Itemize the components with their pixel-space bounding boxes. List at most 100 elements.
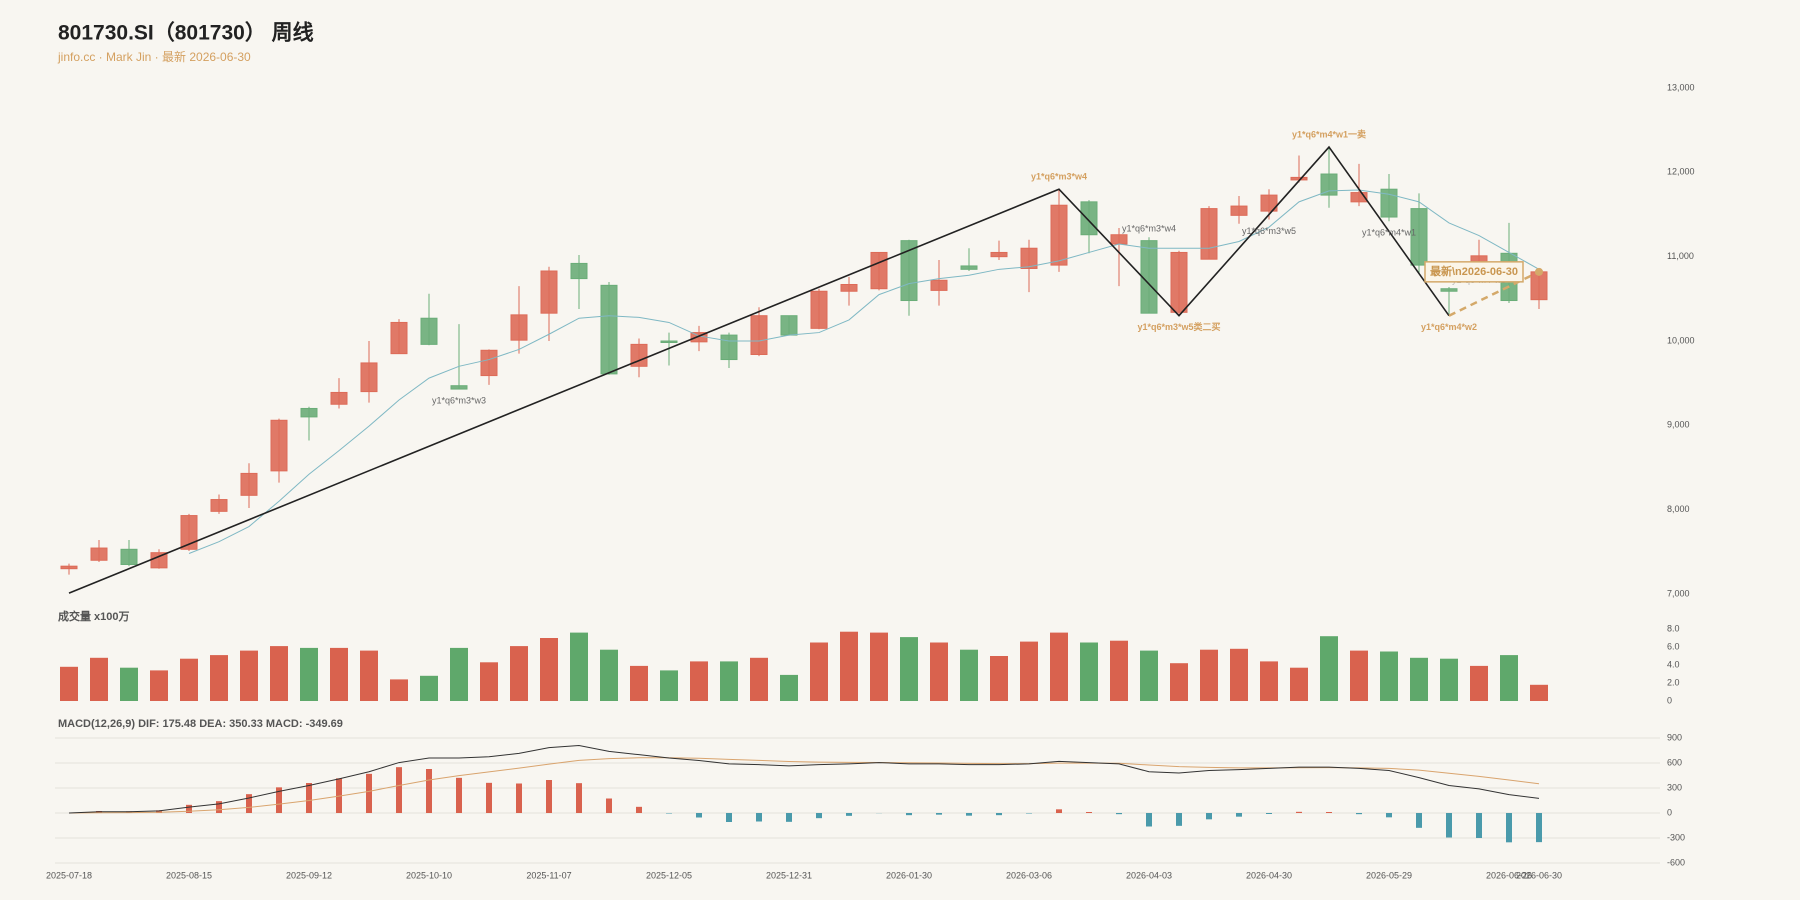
volume-bar bbox=[450, 647, 468, 701]
macd-bar bbox=[1056, 809, 1062, 813]
macd-bar bbox=[1416, 813, 1422, 828]
x-tick-label: 2025-08-15 bbox=[166, 870, 212, 880]
candle-body bbox=[870, 251, 888, 290]
volume-bar bbox=[420, 675, 438, 701]
pivot-label: y1*q6*m3*w4 bbox=[1031, 172, 1087, 182]
candle-body bbox=[330, 391, 348, 405]
macd-bar bbox=[966, 813, 972, 816]
volume-bar bbox=[1170, 663, 1188, 701]
candle-body bbox=[660, 340, 678, 343]
pivot-label: y1*q6*m3*w5类二买 bbox=[1137, 321, 1220, 332]
candle-body bbox=[1230, 205, 1248, 216]
volume-bar bbox=[1410, 657, 1428, 701]
macd-bar bbox=[1176, 813, 1182, 826]
x-tick-label: 2026-06-26 bbox=[1486, 870, 1532, 880]
volume-title: 成交量 x100万 bbox=[58, 609, 130, 623]
zigzag-line bbox=[68, 145, 1450, 594]
macd-bar bbox=[186, 804, 192, 813]
volume-bar bbox=[480, 662, 498, 701]
candle-body bbox=[1530, 271, 1548, 301]
candle-body bbox=[1140, 240, 1158, 314]
y-tick-label: 900 bbox=[1667, 732, 1682, 742]
macd-bar bbox=[1326, 812, 1332, 813]
candle-body bbox=[1020, 247, 1038, 269]
volume-bar bbox=[1080, 642, 1098, 701]
volume-bar bbox=[1380, 651, 1398, 701]
volume-bar bbox=[630, 665, 648, 701]
annotation: y1*q6*m3*w4 bbox=[1122, 224, 1176, 234]
macd-bar bbox=[786, 813, 792, 822]
volume-bar bbox=[210, 655, 228, 701]
volume-bar bbox=[120, 667, 138, 701]
macd-bar bbox=[456, 777, 462, 813]
y-tick-label: 4.0 bbox=[1667, 659, 1680, 669]
y-tick-label: 12,000 bbox=[1667, 167, 1695, 177]
macd-bar bbox=[636, 806, 642, 813]
macd-bar bbox=[516, 783, 522, 813]
candle-body bbox=[90, 547, 108, 561]
volume-bar bbox=[150, 670, 168, 701]
macd-bar bbox=[756, 813, 762, 822]
volume-bar bbox=[1110, 640, 1128, 701]
macd-bar bbox=[486, 782, 492, 813]
y-tick-label: 0 bbox=[1667, 807, 1672, 817]
y-tick-label: -600 bbox=[1667, 857, 1685, 867]
candle-body bbox=[1320, 173, 1338, 196]
y-tick-label: 8.0 bbox=[1667, 623, 1680, 633]
volume-bar bbox=[1500, 655, 1518, 701]
volume-bar bbox=[990, 656, 1008, 701]
volume-bar bbox=[1200, 649, 1218, 701]
candle-body bbox=[450, 385, 468, 390]
volume-bar bbox=[390, 679, 408, 701]
candle-body bbox=[930, 279, 948, 291]
macd-bar bbox=[1506, 813, 1512, 843]
candle-body bbox=[780, 315, 798, 336]
macd-bar bbox=[846, 813, 852, 816]
candle-body bbox=[1260, 194, 1278, 212]
volume-bar bbox=[750, 657, 768, 701]
candle-body bbox=[1170, 251, 1188, 313]
volume-bar bbox=[930, 642, 948, 701]
candle-body bbox=[960, 265, 978, 270]
y-tick-label: 7,000 bbox=[1667, 588, 1690, 598]
volume-bar bbox=[690, 661, 708, 701]
candle-body bbox=[570, 262, 588, 280]
candle-body bbox=[600, 284, 618, 375]
macd-bar bbox=[726, 813, 732, 822]
candle-body bbox=[1410, 208, 1428, 266]
macd-bar bbox=[1446, 813, 1452, 838]
y-tick-label: 600 bbox=[1667, 757, 1682, 767]
macd-bar bbox=[1116, 813, 1122, 815]
macd-bar bbox=[1266, 813, 1272, 814]
volume-bar bbox=[1050, 632, 1068, 701]
chart-title: 801730.SI（801730） 周线 bbox=[58, 21, 314, 45]
candle-body bbox=[270, 419, 288, 472]
x-tick-label: 2025-07-18 bbox=[46, 870, 92, 880]
candle-body bbox=[1080, 201, 1098, 236]
candle-body bbox=[1200, 208, 1218, 260]
annotation: y1*q6*m3*w5 bbox=[1242, 226, 1296, 236]
chart-subtitle: jinfo.cc · Mark Jin · 最新 2026-06-30 bbox=[57, 49, 251, 64]
y-tick-label: 10,000 bbox=[1667, 335, 1695, 345]
macd-bar bbox=[1146, 813, 1152, 827]
candle-body bbox=[990, 251, 1008, 258]
candle-body bbox=[240, 472, 258, 496]
candle-body bbox=[1110, 234, 1128, 245]
macd-bar bbox=[216, 801, 222, 813]
macd-bar bbox=[246, 794, 252, 813]
volume-bar bbox=[720, 661, 738, 701]
y-tick-label: 300 bbox=[1667, 782, 1682, 792]
volume-bar bbox=[510, 646, 528, 701]
volume-bar bbox=[810, 642, 828, 701]
macd-bar bbox=[156, 810, 162, 813]
latest-box bbox=[1424, 261, 1524, 283]
macd-bar bbox=[1296, 811, 1302, 813]
volume-bar bbox=[1440, 658, 1458, 701]
candle-body bbox=[390, 321, 408, 355]
volume-bar bbox=[660, 670, 678, 701]
candle-body bbox=[1380, 188, 1398, 218]
annotation: y1*q6*m3*w3 bbox=[432, 395, 486, 405]
volume-bar bbox=[900, 637, 918, 701]
